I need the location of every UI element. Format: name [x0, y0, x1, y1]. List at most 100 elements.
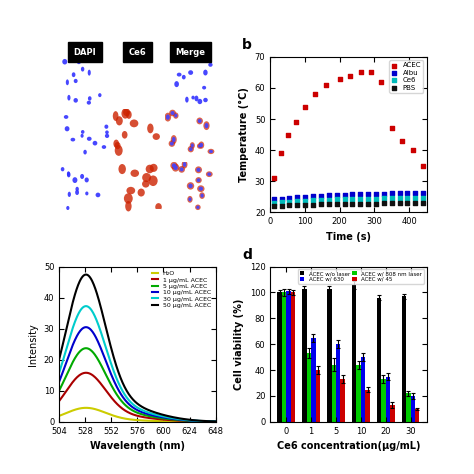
Ellipse shape	[75, 190, 79, 195]
Ellipse shape	[208, 149, 214, 154]
PBS	[325, 201, 333, 208]
Text: d: d	[242, 248, 252, 262]
H₂O	[57, 413, 63, 419]
Ellipse shape	[127, 187, 135, 194]
Ellipse shape	[123, 109, 130, 116]
Bar	[302, 289, 307, 422]
Bar	[282, 292, 286, 422]
PBS	[270, 202, 278, 210]
Albu	[348, 191, 356, 198]
1 μg/mL ACEC	[213, 419, 219, 425]
Ellipse shape	[148, 175, 158, 186]
10 μg/mL ACEC	[150, 412, 155, 418]
Ellipse shape	[122, 131, 128, 138]
PBS	[309, 201, 317, 209]
30 μg/mL ACEC	[150, 411, 155, 417]
Ellipse shape	[199, 187, 203, 191]
Ce6	[325, 196, 333, 203]
Line: 5 μg/mL ACEC: 5 μg/mL ACEC	[59, 348, 216, 422]
PBS	[403, 200, 411, 207]
5 μg/mL ACEC	[189, 418, 194, 424]
Ce6	[286, 198, 293, 205]
Ellipse shape	[188, 146, 194, 152]
ACEC	[284, 131, 292, 138]
Ellipse shape	[208, 63, 213, 67]
Ellipse shape	[92, 141, 97, 146]
Ellipse shape	[203, 70, 208, 75]
Ellipse shape	[126, 110, 132, 119]
30 μg/mL ACEC	[213, 419, 219, 424]
Albu	[356, 191, 364, 198]
ACEC	[367, 69, 375, 76]
Ellipse shape	[83, 150, 87, 155]
Title: DAPI: DAPI	[73, 48, 96, 57]
Legend: ACEC, Albu, Ce6, PBS: ACEC, Albu, Ce6, PBS	[389, 60, 423, 93]
Ellipse shape	[195, 177, 202, 183]
5 μg/mL ACEC	[149, 414, 155, 419]
Ellipse shape	[195, 166, 202, 173]
H₂O	[83, 405, 89, 410]
Ellipse shape	[198, 145, 201, 147]
Ellipse shape	[81, 134, 84, 138]
ACEC	[346, 72, 354, 79]
Ellipse shape	[166, 114, 170, 120]
Ce6	[301, 197, 309, 204]
Albu	[388, 190, 395, 197]
X-axis label: Time (s): Time (s)	[326, 232, 371, 242]
ACEC	[357, 69, 365, 76]
Ce6	[411, 194, 419, 202]
Ellipse shape	[118, 164, 126, 174]
Albu	[301, 193, 309, 201]
Ellipse shape	[137, 189, 145, 197]
ACEC	[311, 91, 319, 98]
Bar	[415, 409, 419, 422]
Ellipse shape	[105, 130, 109, 134]
Bar	[390, 405, 395, 422]
Ellipse shape	[188, 197, 191, 201]
Ellipse shape	[88, 96, 91, 100]
Ce6	[365, 195, 372, 202]
1 μg/mL ACEC	[189, 419, 194, 424]
5 μg/mL ACEC	[213, 419, 219, 425]
ACEC	[301, 103, 309, 110]
PBS	[419, 200, 427, 207]
Ellipse shape	[196, 118, 203, 124]
Bar	[277, 292, 282, 422]
50 μg/mL ACEC	[189, 417, 194, 423]
H₂O	[189, 419, 194, 425]
Ellipse shape	[66, 80, 69, 85]
Ellipse shape	[185, 97, 189, 102]
30 μg/mL ACEC	[57, 368, 63, 374]
Ellipse shape	[98, 93, 101, 97]
5 μg/mL ACEC	[199, 419, 204, 424]
Ellipse shape	[173, 112, 179, 119]
Albu	[372, 190, 380, 198]
Ellipse shape	[188, 183, 193, 188]
5 μg/mL ACEC	[83, 346, 89, 351]
Ellipse shape	[199, 192, 205, 199]
Ellipse shape	[187, 196, 192, 203]
H₂O	[56, 413, 62, 419]
PBS	[301, 201, 309, 209]
Ce6	[388, 194, 395, 202]
Ellipse shape	[183, 162, 186, 167]
Ellipse shape	[197, 99, 202, 104]
Albu	[270, 196, 278, 203]
Ellipse shape	[196, 206, 200, 209]
ACEC	[409, 146, 417, 154]
Albu	[317, 192, 325, 200]
Bar	[361, 357, 365, 422]
Ellipse shape	[81, 130, 84, 134]
Ellipse shape	[205, 123, 209, 128]
50 μg/mL ACEC	[57, 354, 63, 360]
X-axis label: Ce6 concentration(μg/mL): Ce6 concentration(μg/mL)	[277, 441, 420, 451]
Ellipse shape	[71, 138, 75, 141]
Ellipse shape	[188, 70, 193, 75]
Ellipse shape	[202, 86, 206, 90]
PBS	[411, 200, 419, 207]
Albu	[380, 190, 388, 197]
50 μg/mL ACEC	[83, 272, 89, 277]
Ce6	[403, 194, 411, 202]
Bar	[311, 338, 316, 422]
Ellipse shape	[191, 96, 195, 100]
